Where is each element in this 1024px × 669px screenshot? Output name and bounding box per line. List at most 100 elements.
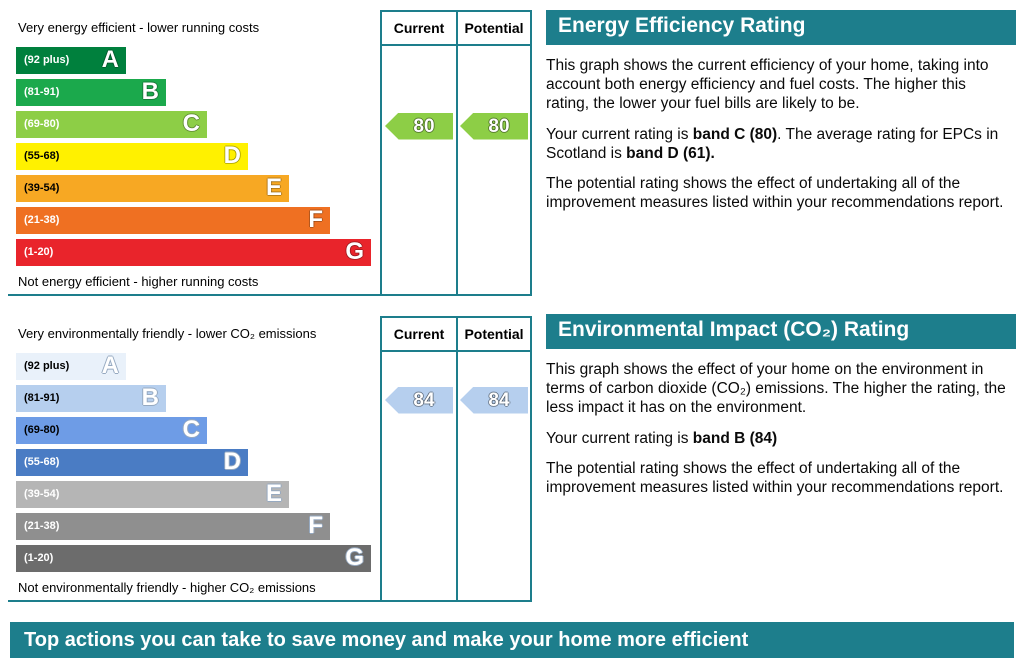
- energy-potential-column: Potential 80: [456, 10, 532, 294]
- band-row-b: (81-91) B: [16, 382, 380, 414]
- environment-info-block: Environmental Impact (CO₂) Rating This g…: [546, 314, 1016, 598]
- band-letter: A: [101, 352, 119, 379]
- current-column-header: Current: [382, 12, 456, 46]
- band-range-label: (1-20): [24, 552, 54, 564]
- potential-slot-c: [458, 416, 530, 448]
- energy-potential-rows: 80: [458, 46, 530, 270]
- energy-efficiency-chart: Very energy efficient - lower running co…: [8, 10, 532, 296]
- energy-info-block: Energy Efficiency Rating This graph show…: [546, 10, 1016, 294]
- potential-slot-g: [458, 544, 530, 576]
- band-row-e: (39-54) E: [16, 172, 380, 204]
- potential-column-header: Potential: [458, 318, 530, 352]
- band-letter: D: [223, 448, 241, 475]
- current-column-header: Current: [382, 318, 456, 352]
- band-range-label: (92 plus): [24, 54, 70, 66]
- band-range-label: (55-68): [24, 150, 60, 162]
- band-bar-a: (92 plus) A: [16, 46, 126, 74]
- potential-slot-e: [458, 480, 530, 512]
- band-letter: B: [141, 384, 159, 411]
- band-letter: C: [182, 110, 200, 137]
- energy-info-body: This graph shows the current efficiency …: [546, 45, 1016, 213]
- band-letter: A: [101, 46, 119, 73]
- current-slot-d: [382, 448, 456, 480]
- band-letter: F: [308, 206, 323, 233]
- current-slot-f: [382, 206, 456, 238]
- current-slot-f: [382, 512, 456, 544]
- band-letter: F: [308, 512, 323, 539]
- band-row-g: (1-20) G: [16, 542, 380, 574]
- band-range-label: (39-54): [24, 182, 60, 194]
- band-row-g: (1-20) G: [16, 236, 380, 268]
- environment-bottom-label: Not environmentally friendly - higher CO…: [18, 579, 316, 595]
- current-rating-arrow: 84: [385, 386, 453, 414]
- band-bar-e: (39-54) E: [16, 480, 289, 508]
- energy-bottom-label: Not energy efficient - higher running co…: [18, 273, 259, 289]
- potential-slot-a: [458, 352, 530, 384]
- potential-slot-a: [458, 46, 530, 78]
- info-paragraph: The potential rating shows the effect of…: [546, 459, 1004, 497]
- info-column: Energy Efficiency Rating This graph show…: [546, 10, 1016, 602]
- band-letter: E: [265, 480, 282, 507]
- info-paragraph: Your current rating is band C (80). The …: [546, 125, 999, 162]
- potential-slot-e: [458, 174, 530, 206]
- potential-rating-arrow: 84: [460, 386, 528, 414]
- environment-potential-column: Potential 84: [456, 316, 532, 600]
- band-bar-a: (92 plus) A: [16, 352, 126, 380]
- band-row-a: (92 plus) A: [16, 44, 380, 76]
- band-row-b: (81-91) B: [16, 76, 380, 108]
- current-slot-b: [382, 78, 456, 110]
- current-slot-d: [382, 142, 456, 174]
- info-paragraph: Your current rating is band B (84): [546, 429, 778, 447]
- current-slot-c: 80: [382, 110, 456, 142]
- current-rating-arrow: 80: [385, 112, 453, 140]
- band-bar-d: (55-68) D: [16, 448, 248, 476]
- environment-bands: (92 plus) A (81-91) B (69-80) C (55-68) D (39-54…: [8, 350, 380, 574]
- band-row-c: (69-80) C: [16, 108, 380, 140]
- environment-current-rows: 84: [382, 352, 456, 576]
- band-range-label: (81-91): [24, 392, 60, 404]
- current-slot-a: [382, 352, 456, 384]
- band-letter: C: [182, 416, 200, 443]
- band-bar-e: (39-54) E: [16, 174, 289, 202]
- environmental-impact-chart: Very environmentally friendly - lower CO…: [8, 316, 532, 602]
- current-rating-value: 80: [413, 115, 435, 137]
- band-letter: E: [265, 174, 282, 201]
- energy-current-column: Current 80: [380, 10, 456, 294]
- band-letter: D: [223, 142, 241, 169]
- band-bar-f: (21-38) F: [16, 512, 330, 540]
- potential-rating-value: 80: [488, 115, 510, 137]
- band-bar-g: (1-20) G: [16, 238, 371, 266]
- potential-slot-d: [458, 448, 530, 480]
- band-range-label: (1-20): [24, 246, 54, 258]
- energy-top-label: Very energy efficient - lower running co…: [18, 19, 260, 35]
- band-range-label: (55-68): [24, 456, 60, 468]
- band-range-label: (39-54): [24, 488, 60, 500]
- energy-bars-area: Very energy efficient - lower running co…: [8, 10, 380, 294]
- potential-slot-g: [458, 238, 530, 270]
- band-letter: G: [345, 238, 364, 265]
- band-letter: G: [345, 544, 364, 571]
- potential-rating-arrow: 80: [460, 112, 528, 140]
- band-bar-c: (69-80) C: [16, 416, 207, 444]
- band-row-d: (55-68) D: [16, 446, 380, 478]
- current-slot-g: [382, 544, 456, 576]
- current-slot-a: [382, 46, 456, 78]
- band-range-label: (69-80): [24, 424, 60, 436]
- ratings-section: Very energy efficient - lower running co…: [8, 10, 1016, 602]
- potential-slot-f: [458, 206, 530, 238]
- band-range-label: (81-91): [24, 86, 60, 98]
- band-range-label: (69-80): [24, 118, 60, 130]
- energy-current-rows: 80: [382, 46, 456, 270]
- info-paragraph: This graph shows the effect of your home…: [546, 361, 1006, 417]
- band-bar-c: (69-80) C: [16, 110, 207, 138]
- environment-info-title: Environmental Impact (CO₂) Rating: [546, 314, 1016, 349]
- band-bar-b: (81-91) B: [16, 384, 166, 412]
- potential-slot-b: 84: [458, 384, 530, 416]
- potential-slot-d: [458, 142, 530, 174]
- band-row-a: (92 plus) A: [16, 350, 380, 382]
- band-bar-d: (55-68) D: [16, 142, 248, 170]
- band-row-c: (69-80) C: [16, 414, 380, 446]
- band-row-e: (39-54) E: [16, 478, 380, 510]
- band-range-label: (92 plus): [24, 360, 70, 372]
